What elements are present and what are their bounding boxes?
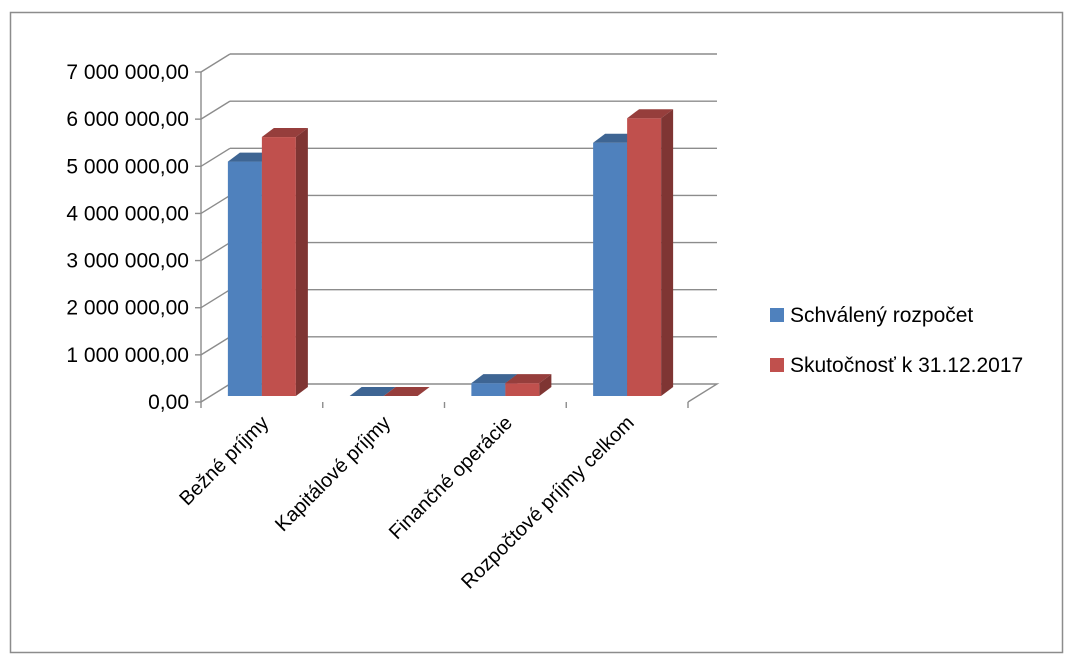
y-tick-label: 5 000 000,00: [66, 155, 189, 178]
y-tick-label: 4 000 000,00: [66, 202, 189, 225]
legend-swatch: [770, 308, 784, 322]
legend-label: Skutočnosť k 31.12.2017: [790, 354, 1023, 377]
bar: [505, 374, 552, 396]
chart-border: [9, 11, 1064, 654]
bar-top: [349, 387, 396, 396]
bar-front: [505, 383, 540, 396]
bars: [227, 109, 674, 397]
y-tick-label: 2 000 000,00: [66, 297, 189, 320]
bar-top: [471, 374, 518, 384]
y-tick-label: 3 000 000,00: [66, 250, 189, 273]
bar: [349, 387, 396, 396]
gridline-side: [200, 53, 231, 73]
bar-top: [261, 128, 308, 138]
y-tick-label: 1 000 000,00: [66, 344, 189, 367]
bar: [261, 128, 308, 397]
bar-side: [295, 128, 308, 397]
bar-top: [627, 109, 674, 119]
y-tick-labels: 0,00 1 000 000,00 2 000 000,00 3 000 000,00…: [66, 61, 189, 414]
bar-front: [627, 118, 662, 396]
bar: [627, 109, 674, 396]
bar-top: [383, 387, 430, 396]
bar-side: [539, 374, 552, 396]
gridline-side: [200, 336, 231, 356]
gridline-side: [200, 241, 231, 262]
legend-label: Schválený rozpočet: [790, 304, 973, 327]
bar: [383, 387, 430, 396]
gridline-side: [200, 194, 231, 215]
legend: Schválený rozpočet Skutočnosť k 31.12.201…: [770, 304, 1023, 377]
gridline-side: [200, 100, 231, 120]
bar-side: [661, 109, 674, 396]
gridline-side: [200, 289, 231, 309]
y-tick-label: 6 000 000,00: [66, 108, 189, 131]
bar-top: [505, 374, 552, 384]
bar-front: [471, 383, 506, 396]
legend-swatch: [770, 358, 784, 372]
bar-front: [227, 161, 262, 396]
y-tick-label: 7 000 000,00: [66, 61, 189, 84]
y-tick-label: 0,00: [148, 391, 189, 414]
bar-front: [593, 142, 628, 396]
bar-front: [261, 137, 296, 397]
gridline-side: [200, 147, 231, 167]
